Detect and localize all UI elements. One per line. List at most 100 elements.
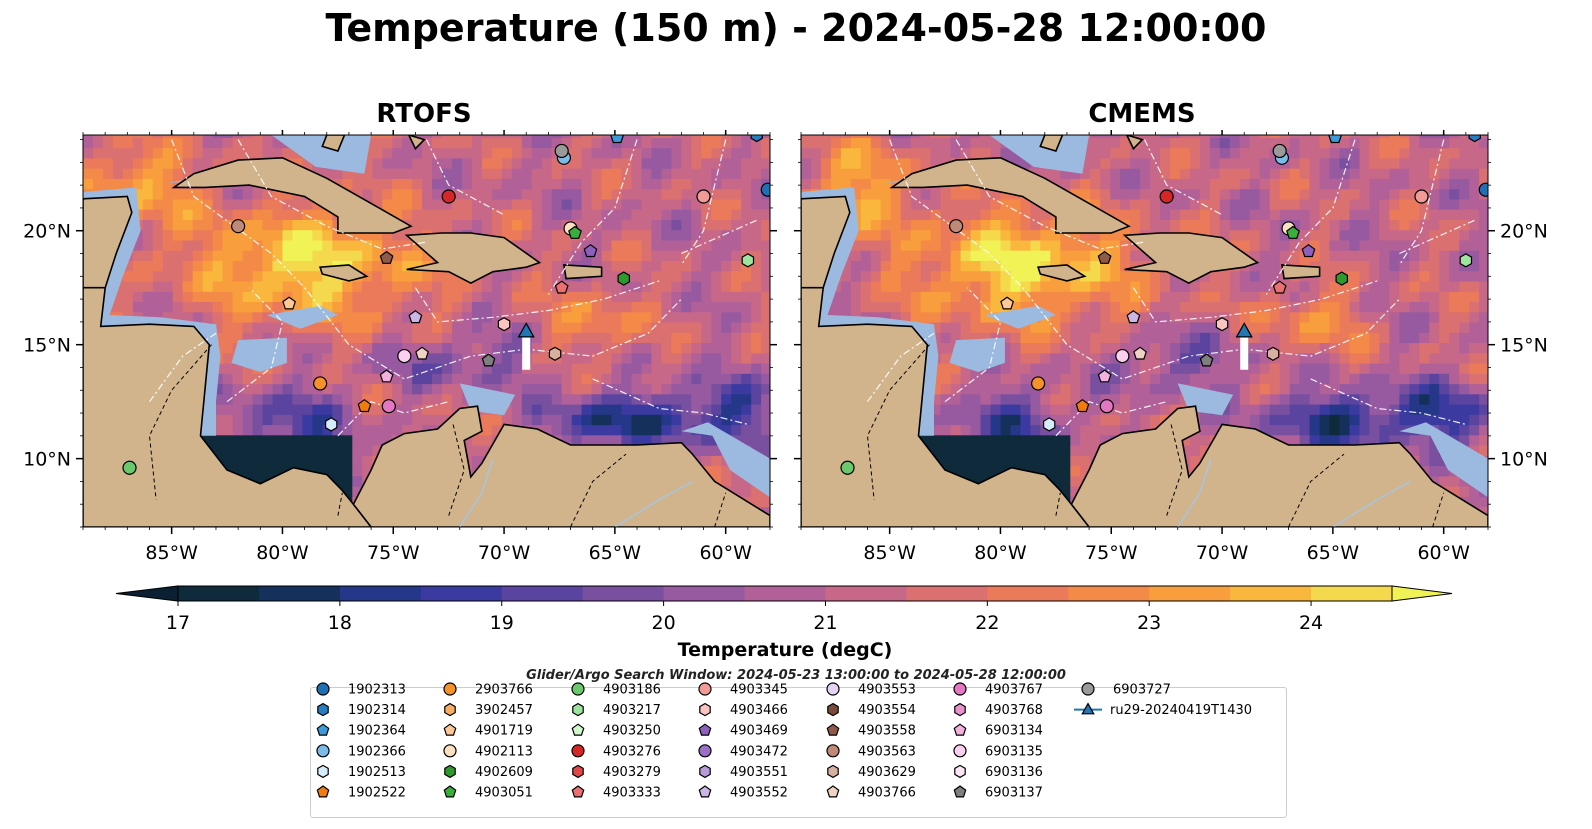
float-marker-4903629-rtofs	[548, 346, 562, 361]
colorbar-extend-max	[1391, 585, 1453, 602]
float-marker-4901719-rtofs	[282, 296, 297, 310]
float-marker-4903333-cmems	[1272, 280, 1287, 294]
colorbar-swatch	[906, 586, 988, 601]
float-marker-4903766-rtofs	[415, 346, 429, 360]
float-marker-4903186-rtofs	[122, 460, 137, 475]
x-tick-label: 65°W	[589, 542, 642, 564]
x-tick-label: 80°W	[256, 542, 309, 564]
colorbar-swatch	[663, 586, 746, 601]
float-marker-4903469-rtofs	[583, 243, 598, 258]
panel-title-rtofs: RTOFS	[376, 99, 472, 129]
x-tick-label: 70°W	[478, 542, 531, 564]
y-tick-label: 10°N	[1500, 449, 1548, 471]
float-marker-1902364-rtofs	[610, 135, 625, 144]
x-tick-label: 75°W	[367, 542, 420, 564]
float-marker-4903186-cmems	[840, 460, 855, 475]
float-marker-6903135-rtofs	[397, 348, 412, 364]
float-marker-4903276-rtofs	[441, 189, 456, 204]
float-marker-4903767-cmems	[1099, 399, 1114, 414]
float-marker-6903137-rtofs	[481, 353, 496, 367]
x-tick-label: 70°W	[1196, 542, 1249, 564]
float-marker-4903552-rtofs	[408, 310, 423, 324]
colorbar-swatch	[1149, 586, 1231, 601]
float-marker-4903629-cmems	[1266, 346, 1280, 361]
colorbar-swatch	[178, 586, 260, 601]
colorbar-label: Temperature (degC)	[678, 639, 893, 661]
float-marker-1902513-rtofs	[325, 417, 338, 432]
float-marker-4903345-rtofs	[696, 189, 711, 204]
float-marker-4903558-rtofs	[379, 250, 394, 264]
float-marker-4903563-rtofs	[231, 219, 246, 234]
float-marker-4903767-rtofs	[381, 399, 396, 414]
float-marker-2903766-rtofs	[313, 376, 328, 391]
float-marker-4903276-cmems	[1159, 189, 1174, 204]
y-tick-label: 20°N	[23, 221, 71, 243]
float-marker-1902313-rtofs	[760, 182, 770, 197]
colorbar-tick-label: 18	[328, 612, 352, 634]
float-marker-4903563-cmems	[949, 219, 964, 234]
float-marker-4901719-cmems	[1000, 296, 1015, 310]
float-marker-4903552-cmems	[1126, 310, 1141, 324]
x-tick-label: 60°W	[699, 542, 752, 564]
glider-marker-rtofs	[517, 322, 535, 338]
colorbar-swatch	[825, 586, 907, 601]
y-tick-label: 20°N	[1500, 221, 1548, 243]
y-tick-label: 15°N	[1500, 335, 1548, 357]
search-window-label: Glider/Argo Search Window: 2024-05-23 13…	[526, 668, 1066, 683]
float-marker-4902609-rtofs	[617, 271, 631, 286]
colorbar-tick-label: 19	[490, 612, 514, 634]
x-tick-label: 85°W	[863, 542, 916, 564]
x-tick-label: 85°W	[145, 542, 198, 564]
colorbar-swatch	[1068, 586, 1150, 601]
float-marker-4903558-cmems	[1097, 250, 1112, 264]
float-marker-4903217-cmems	[1459, 253, 1473, 268]
colorbar-tick-label: 22	[975, 612, 999, 634]
float-marker-4903766-cmems	[1133, 346, 1147, 360]
float-marker-2903766-cmems	[1031, 376, 1046, 391]
float-marker-6903134-rtofs	[379, 369, 394, 383]
float-marker-4903466-cmems	[1215, 317, 1229, 332]
colorbar-tick-label: 21	[813, 612, 837, 634]
float-marker-4903345-cmems	[1414, 189, 1429, 204]
colorbar-tick-label: 23	[1137, 612, 1161, 634]
x-tick-label: 65°W	[1307, 542, 1360, 564]
x-tick-label: 80°W	[974, 542, 1027, 564]
float-marker-1902364-cmems	[1328, 135, 1343, 144]
x-tick-label: 75°W	[1085, 542, 1138, 564]
colorbar-swatch	[258, 586, 341, 601]
glider-track-cmems	[1240, 333, 1249, 370]
float-marker-4903466-rtofs	[497, 317, 511, 332]
float-marker-4903333-rtofs	[554, 280, 569, 294]
float-marker-4903217-rtofs	[741, 253, 755, 268]
glider-track-rtofs	[522, 333, 531, 370]
float-marker-1902314-cmems	[1468, 135, 1481, 143]
float-marker-6903137-cmems	[1199, 353, 1214, 367]
colorbar-tick-label: 24	[1299, 612, 1323, 634]
float-marker-6903135-cmems	[1115, 348, 1130, 364]
float-marker-6903727-rtofs	[554, 143, 569, 159]
float-marker-6903134-cmems	[1097, 369, 1112, 383]
colorbar-swatch	[744, 586, 826, 601]
colorbar-swatch	[582, 586, 665, 601]
figure-title: Temperature (150 m) - 2024-05-28 12:00:0…	[325, 6, 1267, 50]
colorbar-extend-min	[115, 585, 179, 602]
map-panel-cmems: 85°W 80°W 75°W 70°W 65°W 60°W 20°N 15°N 10°N	[794, 130, 1548, 564]
y-tick-label: 15°N	[23, 335, 71, 357]
colorbar-swatch	[1311, 586, 1393, 601]
glider-marker-cmems	[1235, 322, 1253, 338]
float-marker-4903051-rtofs	[568, 225, 582, 239]
float-marker-1902313-cmems	[1478, 182, 1488, 197]
colorbar-tick-label: 17	[166, 612, 190, 634]
y-tick-label: 10°N	[23, 449, 71, 471]
float-marker-1902314-rtofs	[750, 135, 763, 143]
colorbar-swatch	[1230, 586, 1312, 601]
map-panel-rtofs: 85°W 80°W 75°W 70°W 65°W 60°W 20°N 15°N 10°N	[23, 130, 777, 564]
x-tick-label: 60°W	[1417, 542, 1470, 564]
float-marker-6903727-cmems	[1272, 143, 1287, 159]
float-marker-4903051-cmems	[1286, 225, 1300, 239]
colorbar-swatch	[501, 586, 584, 601]
float-marker-1902522-cmems	[1075, 398, 1090, 413]
float-marker-1902513-cmems	[1042, 417, 1056, 432]
float-marker-4903469-cmems	[1301, 243, 1316, 258]
